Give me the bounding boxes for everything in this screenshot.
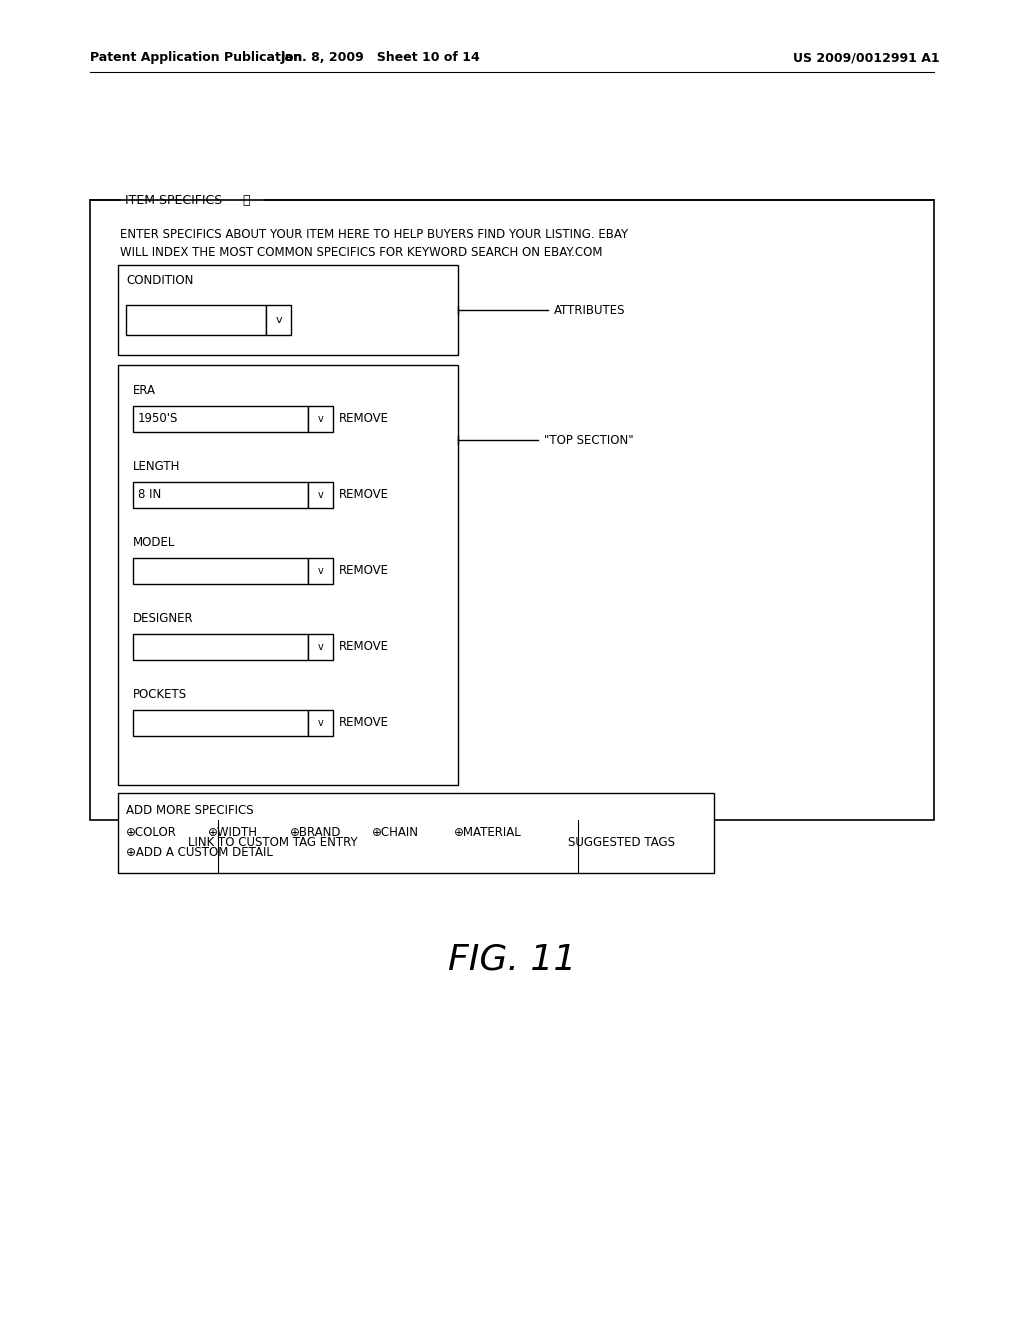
- Bar: [133, 558, 308, 583]
- Text: ⊕WIDTH: ⊕WIDTH: [208, 826, 258, 840]
- Text: v: v: [317, 490, 324, 500]
- Bar: [90, 201, 934, 820]
- Bar: [118, 366, 458, 785]
- Bar: [133, 482, 308, 508]
- Text: 8 IN: 8 IN: [138, 488, 161, 502]
- Text: v: v: [317, 718, 324, 729]
- Text: ⊕BRAND: ⊕BRAND: [290, 826, 341, 840]
- Text: v: v: [317, 414, 324, 424]
- Text: REMOVE: REMOVE: [339, 565, 389, 578]
- Text: WILL INDEX THE MOST COMMON SPECIFICS FOR KEYWORD SEARCH ON EBAY.COM: WILL INDEX THE MOST COMMON SPECIFICS FOR…: [120, 246, 602, 259]
- Text: SUGGESTED TAGS: SUGGESTED TAGS: [568, 836, 675, 849]
- Text: v: v: [275, 315, 282, 325]
- Text: ⊕COLOR: ⊕COLOR: [126, 826, 177, 840]
- Bar: [126, 305, 266, 335]
- Bar: [266, 305, 291, 335]
- Text: "TOP SECTION": "TOP SECTION": [544, 433, 634, 446]
- Bar: [308, 634, 333, 660]
- Text: DESIGNER: DESIGNER: [133, 611, 194, 624]
- Text: ATTRIBUTES: ATTRIBUTES: [554, 304, 626, 317]
- Text: REMOVE: REMOVE: [339, 412, 389, 425]
- Text: REMOVE: REMOVE: [339, 717, 389, 730]
- Bar: [308, 710, 333, 737]
- Text: ADD MORE SPECIFICS: ADD MORE SPECIFICS: [126, 804, 254, 817]
- Text: Patent Application Publication: Patent Application Publication: [90, 51, 302, 65]
- Text: v: v: [317, 642, 324, 652]
- Text: Jan. 8, 2009   Sheet 10 of 14: Jan. 8, 2009 Sheet 10 of 14: [281, 51, 480, 65]
- Text: ⊕CHAIN: ⊕CHAIN: [372, 826, 419, 840]
- Text: LINK TO CUSTOM TAG ENTRY: LINK TO CUSTOM TAG ENTRY: [188, 836, 357, 849]
- Text: LENGTH: LENGTH: [133, 459, 180, 473]
- Text: ERA: ERA: [133, 384, 156, 396]
- Bar: [118, 265, 458, 355]
- Bar: [308, 558, 333, 583]
- Text: REMOVE: REMOVE: [339, 640, 389, 653]
- Text: 1950'S: 1950'S: [138, 412, 178, 425]
- Text: ITEM SPECIFICS: ITEM SPECIFICS: [125, 194, 222, 206]
- Text: REMOVE: REMOVE: [339, 488, 389, 502]
- Bar: [133, 634, 308, 660]
- Bar: [308, 407, 333, 432]
- Text: ENTER SPECIFICS ABOUT YOUR ITEM HERE TO HELP BUYERS FIND YOUR LISTING. EBAY: ENTER SPECIFICS ABOUT YOUR ITEM HERE TO …: [120, 228, 628, 242]
- Text: FIG. 11: FIG. 11: [447, 942, 577, 977]
- Bar: [118, 793, 714, 873]
- Bar: [133, 407, 308, 432]
- Text: ⊕MATERIAL: ⊕MATERIAL: [454, 826, 522, 840]
- Text: CONDITION: CONDITION: [126, 275, 194, 288]
- Text: MODEL: MODEL: [133, 536, 175, 549]
- Text: POCKETS: POCKETS: [133, 688, 187, 701]
- Text: US 2009/0012991 A1: US 2009/0012991 A1: [794, 51, 940, 65]
- Text: ⓘ: ⓘ: [242, 194, 250, 206]
- Bar: [308, 482, 333, 508]
- Text: v: v: [317, 566, 324, 576]
- Text: ⊕ADD A CUSTOM DETAIL: ⊕ADD A CUSTOM DETAIL: [126, 846, 272, 859]
- Bar: [133, 710, 308, 737]
